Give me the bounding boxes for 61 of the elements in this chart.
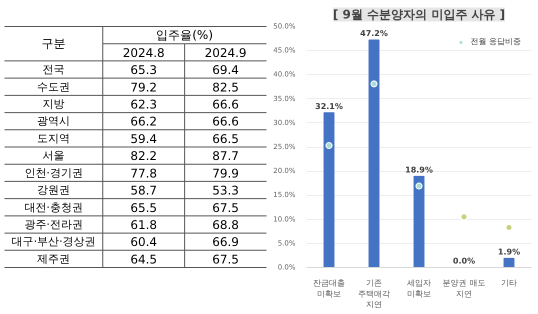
point bbox=[460, 213, 468, 220]
data-label: 65.5 bbox=[130, 200, 158, 215]
y-tick-label: 광주·전라권 bbox=[24, 218, 83, 231]
data-label: 66.6 bbox=[212, 114, 239, 129]
data-label: 62.3 bbox=[130, 97, 158, 112]
y-tick-label: 수도권 bbox=[37, 80, 70, 94]
data-label: 60.4 bbox=[130, 235, 158, 250]
bar bbox=[414, 176, 424, 268]
y-tick-label: 강원권 bbox=[37, 184, 70, 197]
data-label: 61.8 bbox=[130, 218, 158, 232]
data-label: 58.7 bbox=[130, 184, 158, 198]
point bbox=[506, 224, 512, 231]
data-label: 87.7 bbox=[212, 149, 239, 164]
bar bbox=[504, 258, 514, 268]
data-label: 53.3 bbox=[212, 184, 239, 198]
chart-title: 구분 bbox=[42, 36, 66, 51]
data-label: 66.2 bbox=[130, 114, 158, 129]
y-tick-label: 도지역 bbox=[37, 132, 70, 145]
data-label: 77.8 bbox=[130, 166, 158, 180]
data-label: 69.4 bbox=[212, 63, 239, 78]
x-tick-label: 기타 bbox=[501, 278, 517, 288]
data-label: 59.4 bbox=[130, 132, 158, 146]
data-label: 47.2% bbox=[360, 28, 388, 38]
data-label: 64.5 bbox=[130, 252, 158, 266]
y-tick-label: 서울 bbox=[42, 149, 65, 162]
y-tick-label: 지방 bbox=[42, 97, 65, 110]
data-label: 66.6 bbox=[212, 97, 239, 112]
y-tick-label: 대구·부산·경상권 bbox=[12, 235, 96, 248]
data-label: 79.2 bbox=[130, 80, 158, 94]
x-tick-label: 기존 주택매각 지연 bbox=[358, 278, 390, 310]
x-tick-label: 세입자 미확보 bbox=[407, 278, 431, 298]
chart-title: [ 9월 수분양자의 미입주 사유 ] bbox=[332, 8, 506, 22]
data-label: 79.9 bbox=[212, 166, 239, 180]
y-tick-label: 광역시 bbox=[37, 114, 70, 128]
data-label: 67.5 bbox=[212, 252, 239, 266]
y-tick-label: 제주권 bbox=[37, 252, 70, 266]
legend-label: 전월 응답비중 bbox=[470, 36, 521, 47]
bar bbox=[324, 112, 334, 268]
data-label: 82.2 bbox=[130, 149, 158, 164]
data-label: 66.5 bbox=[212, 132, 239, 146]
x-tick-label: 분양권 매도 지연 bbox=[442, 278, 486, 298]
x-axis-title: 입주율(%) bbox=[156, 28, 214, 42]
data-label: 66.9 bbox=[212, 235, 239, 250]
point bbox=[326, 142, 332, 150]
data-label: 18.9% bbox=[405, 165, 433, 174]
x-tick-label: 잔금대출 미확보 bbox=[313, 278, 345, 298]
data-label: 0.0% bbox=[452, 256, 476, 266]
y-tick-label: 인천·경기권 bbox=[24, 166, 83, 180]
data-label: 67.5 bbox=[212, 200, 239, 215]
x-tick-label: 2024.9 bbox=[204, 46, 247, 60]
bar bbox=[368, 39, 380, 268]
data-label: 65.3 bbox=[130, 63, 158, 78]
data-label: 32.1% bbox=[315, 102, 343, 111]
data-label: 68.8 bbox=[212, 218, 239, 232]
y-tick-label: 전국 bbox=[42, 63, 65, 76]
point bbox=[416, 182, 422, 190]
point bbox=[370, 80, 378, 88]
data-label: 1.9% bbox=[498, 247, 520, 256]
x-tick-label: 2024.8 bbox=[122, 46, 165, 60]
data-label: 82.5 bbox=[212, 80, 239, 94]
y-tick-label: 대전·충청권 bbox=[24, 200, 83, 214]
